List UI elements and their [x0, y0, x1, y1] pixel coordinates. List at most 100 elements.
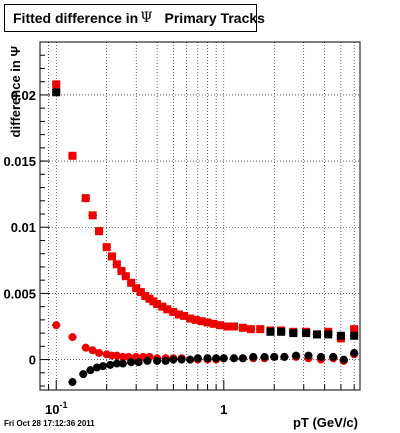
data-point — [197, 317, 206, 326]
y-tick-label: 0 — [29, 353, 36, 368]
data-point — [68, 378, 77, 387]
data-point — [336, 331, 345, 340]
data-point — [203, 318, 212, 327]
data-point — [223, 322, 232, 331]
data-point — [153, 299, 162, 308]
data-point — [191, 315, 200, 324]
data-point — [177, 355, 186, 364]
y-axis-title: difference in Ψ — [8, 46, 23, 137]
data-point — [163, 305, 172, 314]
data-point — [68, 333, 77, 342]
chart-title-prefix: Fitted difference in — [13, 10, 139, 26]
data-point — [169, 307, 178, 316]
y-tick-label: 0.02 — [11, 88, 36, 103]
data-point — [68, 151, 77, 160]
data-point — [158, 302, 167, 311]
y-tick-label: 0.01 — [11, 220, 36, 235]
data-point — [106, 360, 115, 369]
data-point — [229, 322, 238, 331]
data-point — [216, 321, 225, 330]
data-series — [51, 80, 359, 387]
data-point — [219, 354, 228, 363]
x-axis-title: pT (GeV/c) — [293, 415, 358, 430]
data-point — [88, 211, 97, 220]
data-point — [339, 355, 348, 364]
data-point — [304, 351, 313, 360]
data-point — [324, 330, 333, 339]
data-point — [280, 352, 289, 361]
x-tick-label: 1 — [220, 402, 227, 417]
data-point — [121, 272, 130, 281]
data-point — [112, 351, 121, 360]
data-point — [249, 352, 258, 361]
data-point — [141, 292, 150, 301]
data-point — [98, 362, 107, 371]
data-point — [186, 314, 195, 323]
data-point — [229, 354, 238, 363]
data-point — [180, 311, 189, 320]
data-point — [127, 358, 136, 367]
data-point — [52, 88, 61, 97]
data-point — [127, 278, 136, 287]
data-point — [92, 363, 101, 372]
data-point — [212, 354, 221, 363]
data-point — [350, 325, 359, 334]
data-point — [193, 354, 202, 363]
data-point — [112, 359, 121, 368]
y-tick-label: 0.005 — [3, 286, 36, 301]
data-point — [118, 359, 127, 368]
data-point — [132, 284, 141, 293]
data-point — [350, 348, 359, 357]
data-point — [107, 252, 116, 261]
data-point — [161, 356, 170, 365]
data-point — [86, 366, 95, 375]
psi-symbol: Ψ — [140, 10, 153, 26]
data-point — [313, 330, 322, 339]
series-black-circle — [68, 348, 359, 387]
data-point — [118, 352, 127, 361]
data-point — [143, 356, 152, 365]
series-red-square — [51, 80, 359, 343]
data-point — [112, 260, 121, 269]
plot-frame — [39, 41, 361, 391]
series-black-square — [51, 88, 359, 340]
data-point — [350, 331, 359, 340]
data-point — [270, 352, 279, 361]
data-point — [52, 321, 61, 330]
data-point — [203, 354, 212, 363]
axis-ticks: 0 0.005 0.01 0.015 0.02 10-1 1 — [3, 54, 355, 417]
timestamp: Fri Oct 28 17:12:36 2011 — [4, 419, 95, 428]
y-tick-label: 0.015 — [3, 154, 36, 169]
data-point — [79, 370, 88, 379]
data-point — [52, 80, 61, 89]
data-point — [209, 319, 218, 328]
data-point — [136, 288, 145, 297]
data-point — [292, 351, 301, 360]
x-tick-label: 10-1 — [45, 400, 67, 417]
grid — [39, 42, 360, 390]
data-point — [186, 355, 195, 364]
data-point — [238, 354, 247, 363]
data-point — [238, 323, 247, 332]
data-point — [329, 352, 338, 361]
data-point — [302, 329, 311, 338]
data-point — [102, 243, 111, 252]
data-point — [153, 356, 162, 365]
data-point — [88, 346, 97, 355]
data-point — [81, 343, 90, 352]
y-axis-title-group: difference in Ψ — [8, 46, 23, 137]
data-point — [256, 325, 265, 334]
data-point — [169, 355, 178, 364]
data-point — [174, 310, 183, 319]
data-point — [117, 266, 126, 275]
data-point — [134, 358, 143, 367]
data-point — [277, 327, 286, 336]
chart-title-box: Fitted difference in Ψ Primary Tracks — [4, 4, 265, 32]
data-point — [95, 227, 104, 236]
data-point — [316, 352, 325, 361]
data-point — [246, 325, 255, 334]
data-point — [95, 348, 104, 357]
data-point — [266, 327, 275, 336]
data-point — [289, 329, 298, 338]
